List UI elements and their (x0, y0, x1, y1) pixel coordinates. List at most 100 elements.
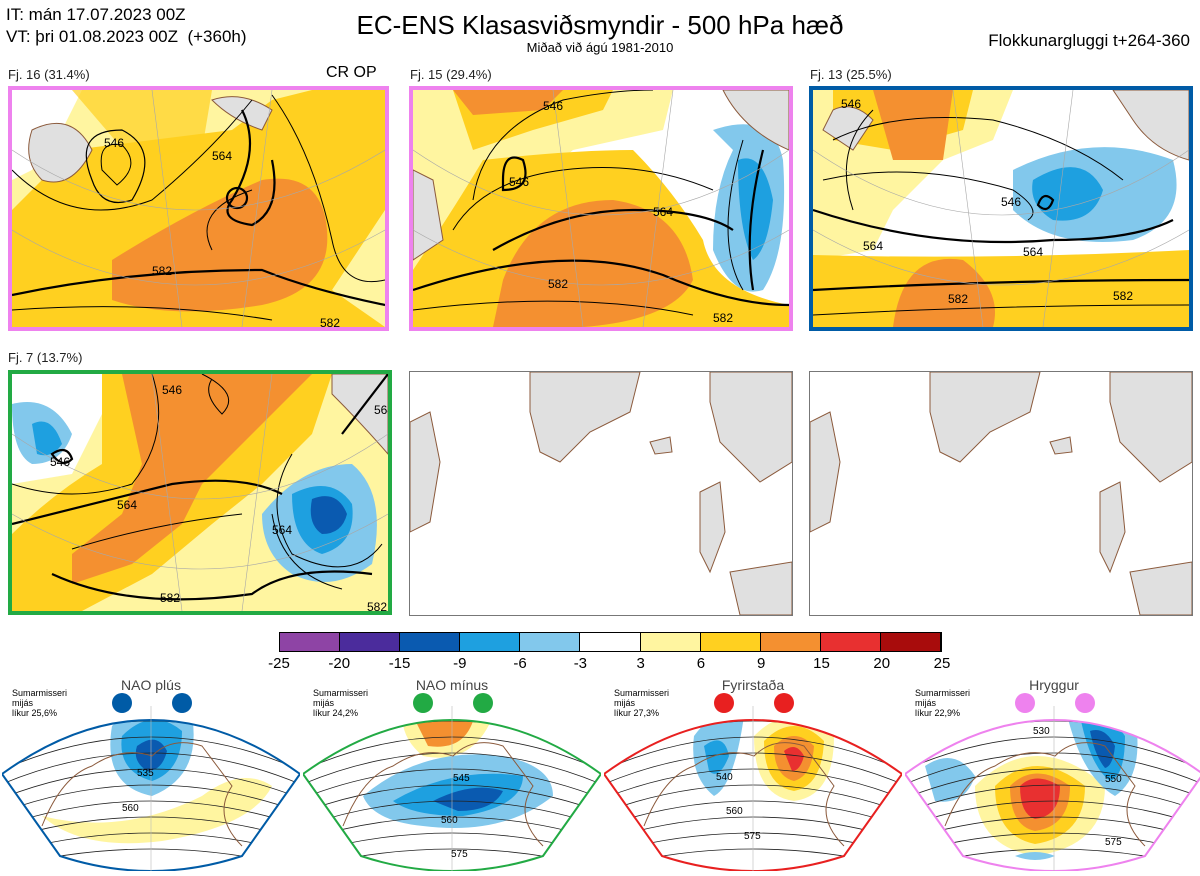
regime-map: 535 560 (0, 706, 302, 872)
contour-label: 564 (863, 239, 883, 253)
regime-marker-dot (112, 693, 132, 713)
regime-map: 540 560 575 (602, 706, 904, 872)
colorbar-tick-label: 9 (757, 655, 766, 672)
cluster-map-4-graphic: 546 546 564 564 582 582 564 (12, 374, 388, 611)
regime-marker-dot (1075, 693, 1095, 713)
colorbar-tick-label: -25 (268, 655, 290, 672)
regime-meta: Sumarmisseri mijás líkur 25,6% (12, 688, 67, 718)
regime-marker-dot (172, 693, 192, 713)
regime-meta-line: líkur 22,9% (915, 708, 961, 718)
regime-meta-line: mijás (313, 698, 335, 708)
colorbar-segment (760, 633, 821, 651)
cluster-map-1[interactable]: 546 564 582 582 (8, 86, 389, 331)
regime-meta-line: líkur 25,6% (12, 708, 58, 718)
cluster-map-4[interactable]: 546 546 564 564 582 582 564 (8, 370, 392, 615)
contour-label: 546 (1001, 195, 1021, 209)
colorbar-tick-label: -6 (513, 655, 527, 672)
contour-label: 575 (451, 849, 468, 860)
control-run-badge: CR OP (326, 64, 377, 81)
contour-label: 564 (1023, 245, 1043, 259)
colorbar-segment (640, 633, 701, 651)
contour-label: 564 (272, 523, 292, 537)
regime-meta-line: mijás (915, 698, 937, 708)
page-subtitle: Miðað við ágú 1981-2010 (526, 40, 674, 55)
regime-meta-line: Sumarmisseri (915, 688, 971, 698)
colorbar-tick-label: -15 (388, 655, 411, 672)
colorbar-tick-label: 25 (933, 655, 951, 672)
colorbar-tick-label: -9 (453, 655, 467, 672)
contour-label: 560 (726, 806, 743, 817)
contour-label: 575 (744, 831, 761, 842)
regime-meta-line: líkur 24,2% (313, 708, 359, 718)
cluster-map-1-graphic: 546 564 582 582 (12, 90, 385, 327)
colorbar-segment (880, 633, 942, 651)
colorbar (279, 632, 942, 652)
regime-marker-dot (714, 693, 734, 713)
regime-title: NAO plús (121, 677, 181, 693)
contour-label: 582 (367, 600, 387, 611)
regime-panel[interactable]: 535 560 NAO plús Sumarmisseri mijás líkur 25,… (0, 676, 302, 872)
regime-panel[interactable]: 530 550 575 Hryggur Sumarmisseri mijás líkur 2… (903, 676, 1200, 872)
contour-label: 564 (212, 149, 232, 163)
contour-label: 545 (453, 773, 470, 784)
cluster-label: Fj. 13 (25.5%) (810, 67, 892, 82)
contour-label: 564 (374, 403, 388, 417)
regime-meta-line: Sumarmisseri (614, 688, 670, 698)
colorbar-segment (340, 633, 401, 651)
contour-label: 582 (160, 591, 180, 605)
regime-meta: Sumarmisseri mijás líkur 24,2% (313, 688, 368, 718)
colorbar-segment (280, 633, 341, 651)
cluster-map-2[interactable]: 546 546 564 582 582 (409, 86, 793, 331)
colorbar-tick-label: 20 (873, 655, 891, 672)
contour-label: 546 (50, 455, 70, 469)
colorbar-segment (460, 633, 521, 651)
contour-label: 564 (117, 498, 137, 512)
contour-label: 560 (441, 815, 458, 826)
colorbar-tick-label: 15 (813, 655, 830, 672)
cluster-map-3-graphic: 546 546 564 564 582 582 (813, 90, 1189, 327)
regime-panel[interactable]: 545 560 575 NAO mínus Sumarmisseri mijás líkur… (301, 676, 603, 872)
cluster-map-3[interactable]: 546 546 564 564 582 582 (809, 86, 1193, 331)
contour-label: 546 (543, 99, 563, 113)
clustering-window: Flokkunargluggi t+264-360 (988, 31, 1190, 50)
contour-label: 582 (713, 311, 733, 325)
contour-label: 582 (1113, 289, 1133, 303)
colorbar-tick-label: -3 (573, 655, 588, 672)
contour-label: 535 (137, 768, 154, 779)
header-info: IT: mán 17.07.2023 00Z VT: þri 01.08.202… (6, 4, 247, 48)
contour-label: 582 (152, 264, 172, 278)
regime-meta-line: mijás (12, 698, 34, 708)
cluster-label: Fj. 16 (31.4%) (8, 67, 90, 82)
contour-label: 530 (1033, 726, 1050, 737)
regime-meta-line: Sumarmisseri (12, 688, 68, 698)
regime-meta: Sumarmisseri mijás líkur 27,3% (614, 688, 669, 718)
cluster-map-2-graphic: 546 546 564 582 582 (413, 90, 789, 327)
regime-marker-dot (774, 693, 794, 713)
contour-label: 546 (104, 136, 124, 150)
cluster-label: Fj. 15 (29.4%) (410, 67, 492, 82)
empty-map-graphic (410, 372, 792, 615)
regime-panel[interactable]: 540 560 575 Fyrirstaða Sumarmisseri mijás líku… (602, 676, 904, 872)
regime-meta-line: mijás (614, 698, 636, 708)
valid-time: VT: þri 01.08.2023 00Z (+360h) (6, 27, 247, 46)
contour-label: 546 (841, 97, 861, 111)
regime-row: 535 560 NAO plús Sumarmisseri mijás líkur 25,… (0, 676, 1200, 872)
regime-title: NAO mínus (415, 677, 489, 693)
empty-map-panel (809, 371, 1193, 616)
cluster-label: Fj. 7 (13.7%) (8, 350, 83, 365)
colorbar-ticks: -25 -20 -15 -9 -6 -3 3 6 9 15 20 25 (259, 655, 962, 675)
contour-label: 575 (1105, 837, 1122, 848)
colorbar-segment (820, 633, 881, 651)
contour-label: 546 (162, 383, 182, 397)
contour-label: 540 (716, 772, 733, 783)
regime-map: 545 560 575 (301, 706, 603, 872)
regime-meta-line: Sumarmisseri (313, 688, 369, 698)
colorbar-segment (520, 633, 581, 651)
colorbar-segment (400, 633, 461, 651)
contour-label: 582 (320, 316, 340, 327)
colorbar-tick-label: -20 (328, 655, 351, 672)
empty-map-graphic (810, 372, 1192, 615)
colorbar-segment (580, 633, 641, 651)
regime-title: Fyrirstaða (721, 677, 785, 693)
colorbar-tick-label: 3 (636, 655, 645, 672)
